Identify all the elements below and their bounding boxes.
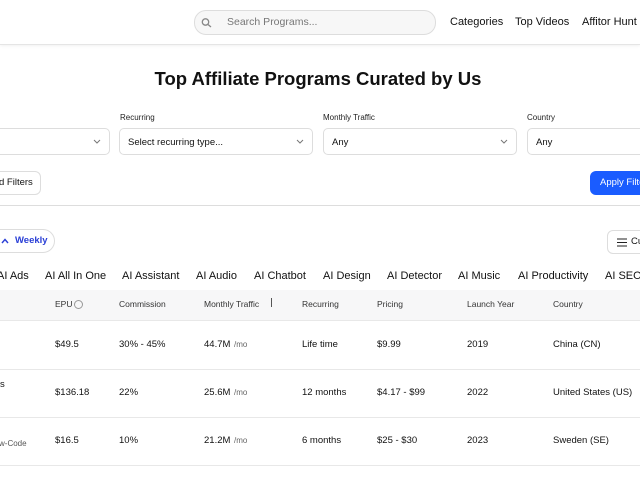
column-header[interactable]: Launch Year <box>467 299 515 309</box>
traffic-unit: /mo <box>234 388 248 397</box>
cell: $25 - $30 <box>377 435 418 446</box>
filter-select[interactable]: Any <box>323 128 517 155</box>
button-text: Cu <box>631 236 640 247</box>
filter-select[interactable]: Any <box>527 128 640 155</box>
caret-up <box>1 238 9 244</box>
cell: $16.5 <box>55 435 79 446</box>
cell: $9.99 <box>377 339 401 350</box>
cell: 30% - 45% <box>119 339 166 350</box>
info-icon <box>74 300 83 309</box>
category-tab[interactable]: AI Design <box>323 270 371 282</box>
chevron <box>93 139 101 144</box>
category-tab[interactable]: AI Assistant <box>122 270 180 282</box>
category-tab[interactable]: AI Ads <box>0 270 29 282</box>
row-divider <box>0 320 640 321</box>
filter-label: Monthly Traffic <box>323 113 375 122</box>
row-divider <box>0 369 640 370</box>
category-tab[interactable]: AI Audio <box>196 270 237 282</box>
cell: Sweden (SE) <box>553 435 609 446</box>
customize-button[interactable]: Cu <box>607 230 640 254</box>
search-box[interactable]: Search Programs... <box>194 10 436 35</box>
traffic-unit: /mo <box>234 436 248 445</box>
filter-select[interactable] <box>0 128 110 155</box>
program-name: s <box>0 379 5 390</box>
table-header <box>0 290 640 320</box>
cell: 2019 <box>467 339 489 350</box>
apply-button[interactable]: Apply Filte <box>590 171 640 195</box>
sliders-icon <box>617 238 627 247</box>
button-text: Apply Filte <box>600 177 640 188</box>
cell: China (CN) <box>553 339 601 350</box>
cell: 25.6M <box>204 387 231 398</box>
divider <box>0 205 640 206</box>
button-text: Weekly <box>15 235 48 246</box>
cell: 22% <box>119 387 139 398</box>
search-icon <box>201 18 212 28</box>
column-header[interactable]: EPU <box>55 299 73 309</box>
traffic-unit: /mo <box>234 340 248 349</box>
button-text: d Filters <box>0 177 33 188</box>
category-tab[interactable]: AI SEO <box>605 270 640 282</box>
program-name: w-Code <box>0 439 27 448</box>
cell: 21.2M <box>204 435 231 446</box>
category-tab[interactable]: AI All In One <box>45 270 107 282</box>
filter-label: Country <box>527 113 556 122</box>
column-header[interactable]: Monthly Traffic <box>204 299 260 309</box>
search-placeholder: Search Programs... <box>227 16 318 28</box>
cell: 6 months <box>302 435 342 446</box>
chevron <box>296 139 304 144</box>
select-value: Any <box>332 137 349 148</box>
sort-arrow <box>271 298 278 307</box>
period-toggle[interactable]: Weekly <box>0 229 55 253</box>
cell: 2022 <box>467 387 489 398</box>
top-bar <box>0 0 640 45</box>
cell: $49.5 <box>55 339 79 350</box>
nav-link[interactable]: Affitor Hunt <box>582 16 637 28</box>
select-value: Any <box>536 137 553 148</box>
category-tab[interactable]: AI Chatbot <box>254 270 306 282</box>
filters-button[interactable]: d Filters <box>0 171 41 195</box>
cell: $4.17 - $99 <box>377 387 426 398</box>
column-header[interactable]: Country <box>553 299 583 309</box>
filter-label: Recurring <box>120 113 155 122</box>
page-title: Top Affiliate Programs Curated by Us <box>154 68 482 89</box>
category-tab[interactable]: AI Detector <box>387 270 443 282</box>
cell: Life time <box>302 339 338 350</box>
filter-select[interactable]: Select recurring type... <box>119 128 313 155</box>
select-value: Select recurring type... <box>128 137 224 148</box>
cell: 2023 <box>467 435 489 446</box>
cell: 12 months <box>302 387 347 398</box>
row-divider <box>0 417 640 418</box>
chevron <box>500 139 508 144</box>
row-divider <box>0 465 640 466</box>
cell: 10% <box>119 435 139 446</box>
category-tab[interactable]: AI Music <box>458 270 501 282</box>
cell: $136.18 <box>55 387 90 398</box>
category-tab[interactable]: AI Productivity <box>518 270 589 282</box>
nav-link[interactable]: Top Videos <box>515 16 570 28</box>
nav-link[interactable]: Categories <box>450 16 504 28</box>
cell: United States (US) <box>553 387 633 398</box>
column-header[interactable]: Recurring <box>302 299 339 309</box>
cell: 44.7M <box>204 339 231 350</box>
column-header[interactable]: Pricing <box>377 299 403 309</box>
column-header[interactable]: Commission <box>119 299 166 309</box>
